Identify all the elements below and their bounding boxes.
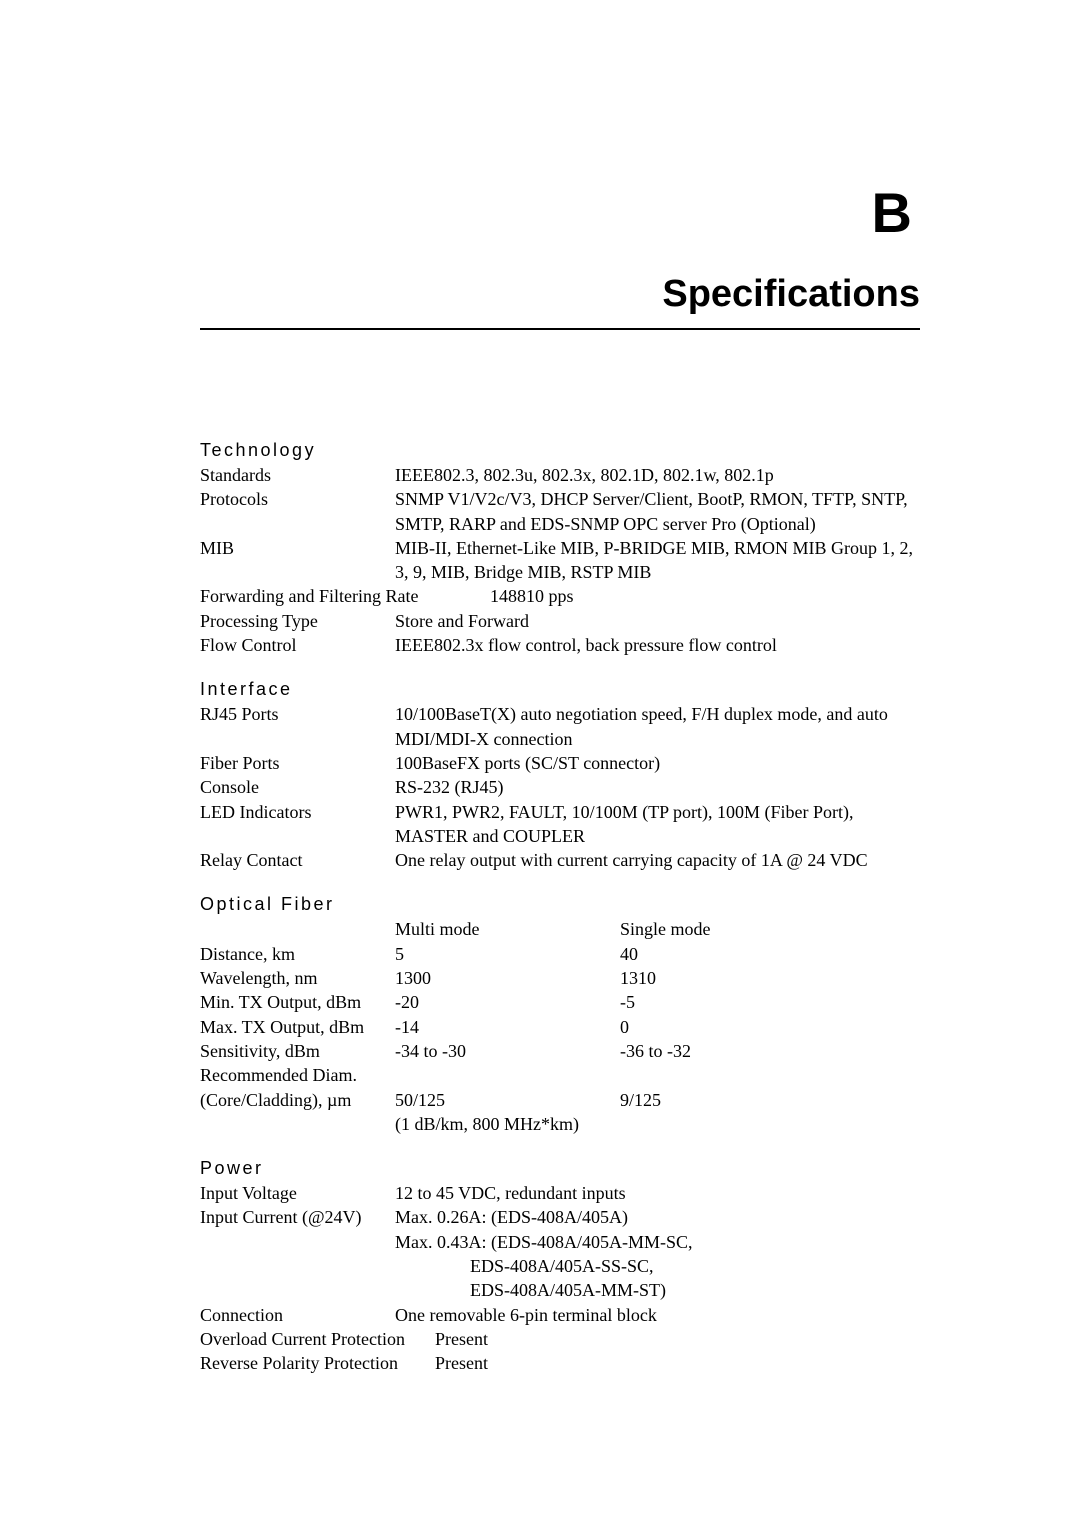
row-led: LED Indicators PWR1, PWR2, FAULT, 10/100… [200,800,920,849]
value-mib: MIB-II, Ethernet-Like MIB, P-BRIDGE MIB,… [395,536,920,585]
value-fiber: 100BaseFX ports (SC/ST connector) [395,751,920,775]
label-protocols: Protocols [200,487,395,536]
maxtx-col1: -14 [395,1015,620,1039]
section-power: Power [200,1158,920,1179]
label-forwarding: Forwarding and Filtering Rate [200,584,490,608]
row-maxtx: Max. TX Output, dBm -14 0 [200,1015,920,1039]
value-overload: Present [435,1327,920,1351]
row-overload: Overload Current Protection Present [200,1327,920,1351]
value-inputcurrent-l1: Max. 0.26A: (EDS-408A/405A) [395,1205,920,1229]
label-rj45: RJ45 Ports [200,702,395,751]
value-inputvoltage: 12 to 45 VDC, redundant inputs [395,1181,920,1205]
value-inputcurrent-l3: EDS-408A/405A-SS-SC, [470,1256,654,1276]
label-distance: Distance, km [200,942,395,966]
value-connection: One removable 6-pin terminal block [395,1303,920,1327]
value-console: RS-232 (RJ45) [395,775,920,799]
label-standards: Standards [200,463,395,487]
value-inputcurrent-l4: EDS-408A/405A-MM-ST) [470,1280,666,1300]
label-sensitivity: Sensitivity, dBm [200,1039,395,1063]
label-inputvoltage: Input Voltage [200,1181,395,1205]
row-connection: Connection One removable 6-pin terminal … [200,1303,920,1327]
page-title: Specifications [200,273,920,316]
fiber-header-col1: Multi mode [395,917,620,941]
label-relay: Relay Contact [200,848,395,872]
label-diam2: (Core/Cladding), µm [200,1088,395,1112]
label-mintx: Min. TX Output, dBm [200,990,395,1014]
value-flowcontrol: IEEE802.3x flow control, back pressure f… [395,633,920,657]
value-inputcurrent-l2: Max. 0.43A: (EDS-408A/405A-MM-SC, [395,1230,920,1254]
page-content: B Specifications Technology Standards IE… [0,0,1080,1376]
label-wavelength: Wavelength, nm [200,966,395,990]
label-overload: Overload Current Protection [200,1327,435,1351]
value-relay: One relay output with current carrying c… [395,848,920,872]
row-standards: Standards IEEE802.3, 802.3u, 802.3x, 802… [200,463,920,487]
sensitivity-col1: -34 to -30 [395,1039,620,1063]
distance-col1: 5 [395,942,620,966]
wavelength-col1: 1300 [395,966,620,990]
row-distance: Distance, km 5 40 [200,942,920,966]
label-led: LED Indicators [200,800,395,849]
row-inputvoltage: Input Voltage 12 to 45 VDC, redundant in… [200,1181,920,1205]
value-processing: Store and Forward [395,609,920,633]
label-diam1: Recommended Diam. [200,1063,395,1087]
label-console: Console [200,775,395,799]
diam-extra: (1 dB/km, 800 MHz*km) [395,1112,620,1136]
row-rj45: RJ45 Ports 10/100BaseT(X) auto negotiati… [200,702,920,751]
label-flowcontrol: Flow Control [200,633,395,657]
row-console: Console RS-232 (RJ45) [200,775,920,799]
fiber-header-col2: Single mode [620,917,920,941]
row-fiber: Fiber Ports 100BaseFX ports (SC/ST conne… [200,751,920,775]
row-reverse: Reverse Polarity Protection Present [200,1351,920,1375]
wavelength-col2: 1310 [620,966,920,990]
mintx-col2: -5 [620,990,920,1014]
row-mib: MIB MIB-II, Ethernet-Like MIB, P-BRIDGE … [200,536,920,585]
label-maxtx: Max. TX Output, dBm [200,1015,395,1039]
row-diam1: Recommended Diam. [200,1063,920,1087]
row-fiber-header: Multi mode Single mode [200,917,920,941]
value-led: PWR1, PWR2, FAULT, 10/100M (TP port), 10… [395,800,920,849]
maxtx-col2: 0 [620,1015,920,1039]
diam-col2: 9/125 [620,1088,920,1112]
row-protocols: Protocols SNMP V1/V2c/V3, DHCP Server/Cl… [200,487,920,536]
section-technology: Technology [200,440,920,461]
value-forwarding: 148810 pps [490,584,920,608]
row-forwarding: Forwarding and Filtering Rate 148810 pps [200,584,920,608]
label-mib: MIB [200,536,395,585]
label-processing: Processing Type [200,609,395,633]
row-inputcurrent4: EDS-408A/405A-MM-ST) [200,1278,920,1302]
diam-col1: 50/125 [395,1088,620,1112]
page-header: B Specifications [200,180,920,330]
label-fiber: Fiber Ports [200,751,395,775]
value-protocols: SNMP V1/V2c/V3, DHCP Server/Client, Boot… [395,487,920,536]
row-diam-extra: (1 dB/km, 800 MHz*km) [200,1112,920,1136]
distance-col2: 40 [620,942,920,966]
row-processing: Processing Type Store and Forward [200,609,920,633]
value-rj45: 10/100BaseT(X) auto negotiation speed, F… [395,702,920,751]
row-inputcurrent2: Max. 0.43A: (EDS-408A/405A-MM-SC, [200,1230,920,1254]
row-inputcurrent: Input Current (@24V) Max. 0.26A: (EDS-40… [200,1205,920,1229]
row-sensitivity: Sensitivity, dBm -34 to -30 -36 to -32 [200,1039,920,1063]
row-wavelength: Wavelength, nm 1300 1310 [200,966,920,990]
row-inputcurrent3: EDS-408A/405A-SS-SC, [200,1254,920,1278]
section-opticalfiber: Optical Fiber [200,894,920,915]
label-connection: Connection [200,1303,395,1327]
section-interface: Interface [200,679,920,700]
row-relay: Relay Contact One relay output with curr… [200,848,920,872]
sensitivity-col2: -36 to -32 [620,1039,920,1063]
row-mintx: Min. TX Output, dBm -20 -5 [200,990,920,1014]
value-reverse: Present [435,1351,920,1375]
row-flowcontrol: Flow Control IEEE802.3x flow control, ba… [200,633,920,657]
label-reverse: Reverse Polarity Protection [200,1351,435,1375]
mintx-col1: -20 [395,990,620,1014]
label-inputcurrent: Input Current (@24V) [200,1205,395,1229]
row-diam2: (Core/Cladding), µm 50/125 9/125 [200,1088,920,1112]
value-standards: IEEE802.3, 802.3u, 802.3x, 802.1D, 802.1… [395,463,920,487]
appendix-letter: B [200,180,912,245]
